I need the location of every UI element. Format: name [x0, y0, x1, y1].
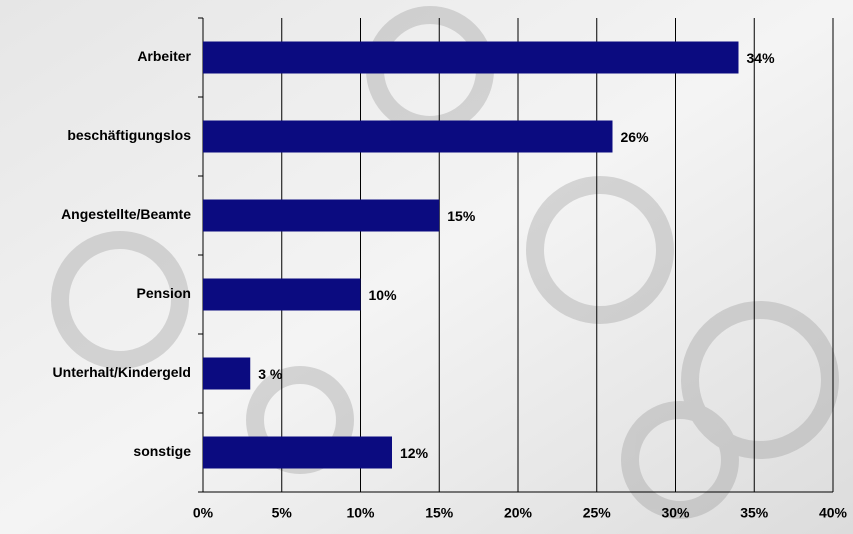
- bar: [203, 120, 613, 153]
- bar: [203, 357, 251, 390]
- x-tick-label: 0%: [193, 505, 214, 521]
- y-tick-label: beschäftigungslos: [67, 127, 191, 143]
- bar: [203, 278, 361, 311]
- y-tick-label: Angestellte/Beamte: [61, 206, 191, 222]
- x-tick-label: 25%: [583, 505, 612, 521]
- value-label: 34%: [747, 50, 776, 66]
- x-tick-label: 30%: [661, 505, 690, 521]
- x-tick-label: 15%: [425, 505, 454, 521]
- x-tick-label: 40%: [819, 505, 848, 521]
- background-pattern: [51, 6, 839, 519]
- x-tick-label: 35%: [740, 505, 769, 521]
- x-tick-label: 10%: [346, 505, 375, 521]
- value-label: 12%: [400, 445, 429, 461]
- y-tick-label: sonstige: [133, 443, 191, 459]
- value-label: 15%: [447, 208, 476, 224]
- bar: [203, 436, 392, 469]
- x-tick-label: 20%: [504, 505, 533, 521]
- value-label: 3 %: [258, 366, 283, 382]
- y-tick-label: Arbeiter: [137, 48, 191, 64]
- bar: [203, 199, 440, 232]
- value-label: 26%: [621, 129, 650, 145]
- bar: [203, 41, 739, 74]
- x-tick-label: 5%: [272, 505, 293, 521]
- value-label: 10%: [369, 287, 398, 303]
- y-tick-label: Unterhalt/Kindergeld: [53, 364, 191, 380]
- y-tick-label: Pension: [137, 285, 191, 301]
